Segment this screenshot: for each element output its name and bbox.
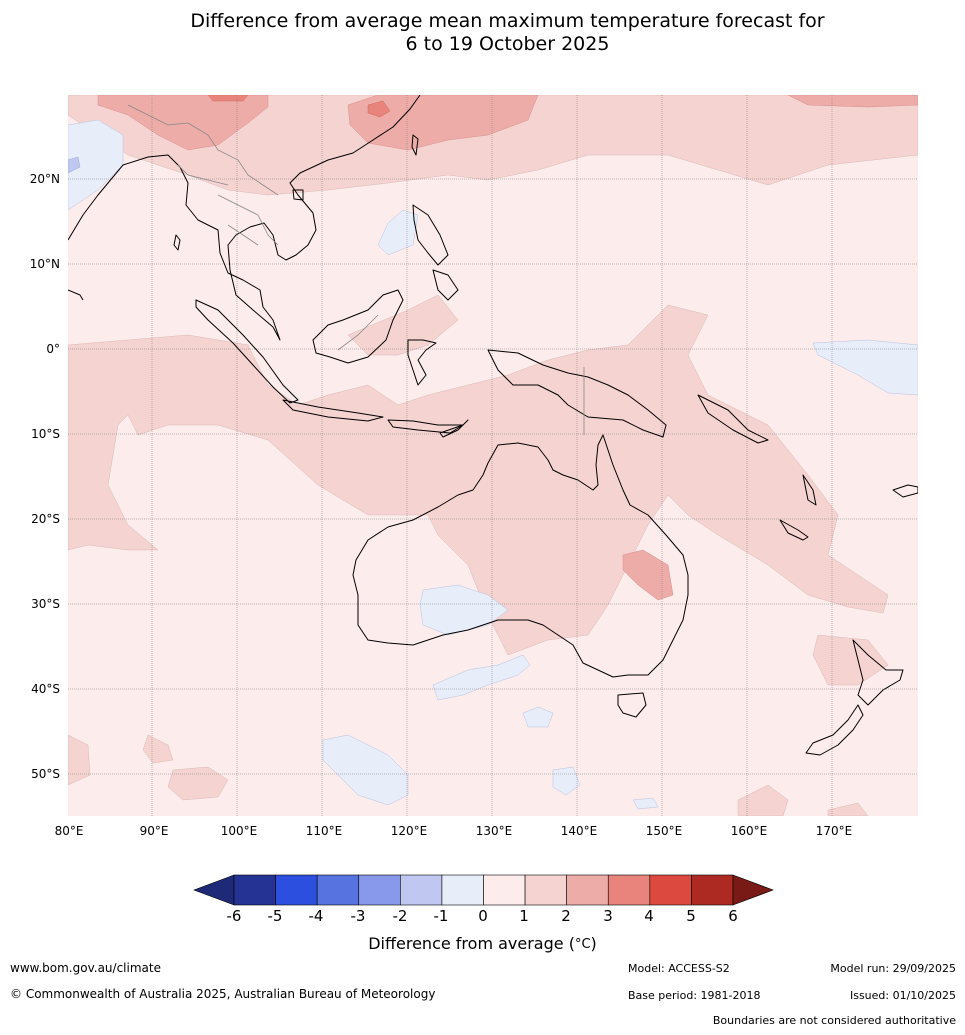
copyright-text: © Commonwealth of Australia 2025, Austra… bbox=[10, 987, 436, 1001]
lon-label-90e: 90°E bbox=[139, 824, 169, 838]
colorbar-boxes bbox=[233, 874, 734, 906]
model-text: Model: ACCESS-S2 bbox=[628, 962, 730, 975]
colorbar-tick-5: 5 bbox=[686, 907, 696, 925]
colorbar-tick-neg1: -1 bbox=[433, 907, 449, 925]
map-title: Difference from average mean maximum tem… bbox=[0, 10, 965, 56]
coastlines bbox=[68, 95, 918, 756]
colorbar bbox=[190, 872, 775, 908]
lon-label-140e: 140°E bbox=[560, 824, 598, 838]
colorbar-svg bbox=[193, 874, 774, 906]
lat-label-20s: 20°S bbox=[31, 512, 60, 526]
website-link[interactable]: www.bom.gov.au/climate bbox=[10, 961, 161, 975]
anomaly-field-2-3 bbox=[97, 95, 918, 601]
base-period-text: Base period: 1981-2018 bbox=[628, 989, 761, 1002]
lon-label-170e: 170°E bbox=[815, 824, 853, 838]
colorbar-box bbox=[233, 874, 276, 906]
country-borders bbox=[127, 104, 585, 435]
lon-label-110e: 110°E bbox=[305, 824, 343, 838]
graticule bbox=[68, 95, 918, 816]
anomaly-field-1-2 bbox=[68, 95, 918, 816]
colorbar-box bbox=[691, 874, 734, 906]
colorbar-label: Difference from average (°C) bbox=[0, 934, 965, 953]
colorbar-tick-2: 2 bbox=[561, 907, 571, 925]
anomaly-field-3-4 bbox=[207, 95, 391, 118]
colorbar-box bbox=[649, 874, 692, 906]
title-line-1: Difference from average mean maximum tem… bbox=[190, 10, 825, 32]
lat-label-40s: 40°S bbox=[31, 682, 60, 696]
colorbar-tick-6: 6 bbox=[728, 907, 738, 925]
colorbar-box bbox=[358, 874, 401, 906]
colorbar-box bbox=[275, 874, 318, 906]
lon-label-160e: 160°E bbox=[730, 824, 768, 838]
lon-label-150e: 150°E bbox=[645, 824, 683, 838]
disclaimer-text: Boundaries are not considered authoritat… bbox=[712, 1014, 956, 1027]
lon-label-100e: 100°E bbox=[220, 824, 258, 838]
lat-label-0: 0° bbox=[46, 342, 60, 356]
colorbar-box bbox=[316, 874, 360, 906]
lat-label-30s: 30°S bbox=[31, 597, 60, 611]
lat-label-10n: 10°N bbox=[29, 257, 60, 271]
colorbar-tick-neg6: -6 bbox=[226, 907, 242, 925]
anomaly-field-neg1-0 bbox=[68, 119, 918, 810]
colorbar-label-unit: °C bbox=[574, 937, 591, 952]
colorbar-tick-neg3: -3 bbox=[350, 907, 366, 925]
colorbar-tick-3: 3 bbox=[603, 907, 613, 925]
colorbar-over-arrow bbox=[732, 874, 774, 906]
colorbar-tick-neg2: -2 bbox=[392, 907, 408, 925]
colorbar-tick-4: 4 bbox=[644, 907, 654, 925]
colorbar-label-suffix: ) bbox=[590, 934, 597, 953]
colorbar-box bbox=[441, 874, 484, 906]
colorbar-box bbox=[400, 874, 443, 906]
colorbar-tick-neg4: -4 bbox=[308, 907, 324, 925]
lat-label-10s: 10°S bbox=[31, 427, 60, 441]
colorbar-label-prefix: Difference from average ( bbox=[368, 934, 575, 953]
colorbar-tick-0: 0 bbox=[478, 907, 488, 925]
map-svg bbox=[68, 95, 918, 816]
colorbar-tick-1: 1 bbox=[519, 907, 529, 925]
lat-label-50s: 50°S bbox=[31, 767, 60, 781]
colorbar-tick-neg5: -5 bbox=[267, 907, 283, 925]
issued-text: Issued: 01/10/2025 bbox=[849, 989, 956, 1002]
colorbar-under-arrow bbox=[193, 874, 235, 906]
colorbar-box bbox=[607, 874, 651, 906]
forecast-map bbox=[68, 95, 918, 816]
lon-label-80e: 80°E bbox=[54, 824, 84, 838]
colorbar-box bbox=[483, 874, 526, 906]
lat-label-20n: 20°N bbox=[29, 172, 60, 186]
model-run-text: Model run: 29/09/2025 bbox=[830, 962, 956, 975]
colorbar-box bbox=[566, 874, 609, 906]
lon-label-120e: 120°E bbox=[390, 824, 428, 838]
title-line-2: 6 to 19 October 2025 bbox=[405, 33, 610, 55]
colorbar-box bbox=[524, 874, 567, 906]
lon-label-130e: 130°E bbox=[475, 824, 513, 838]
anomaly-field-neg2-neg1 bbox=[68, 156, 81, 174]
